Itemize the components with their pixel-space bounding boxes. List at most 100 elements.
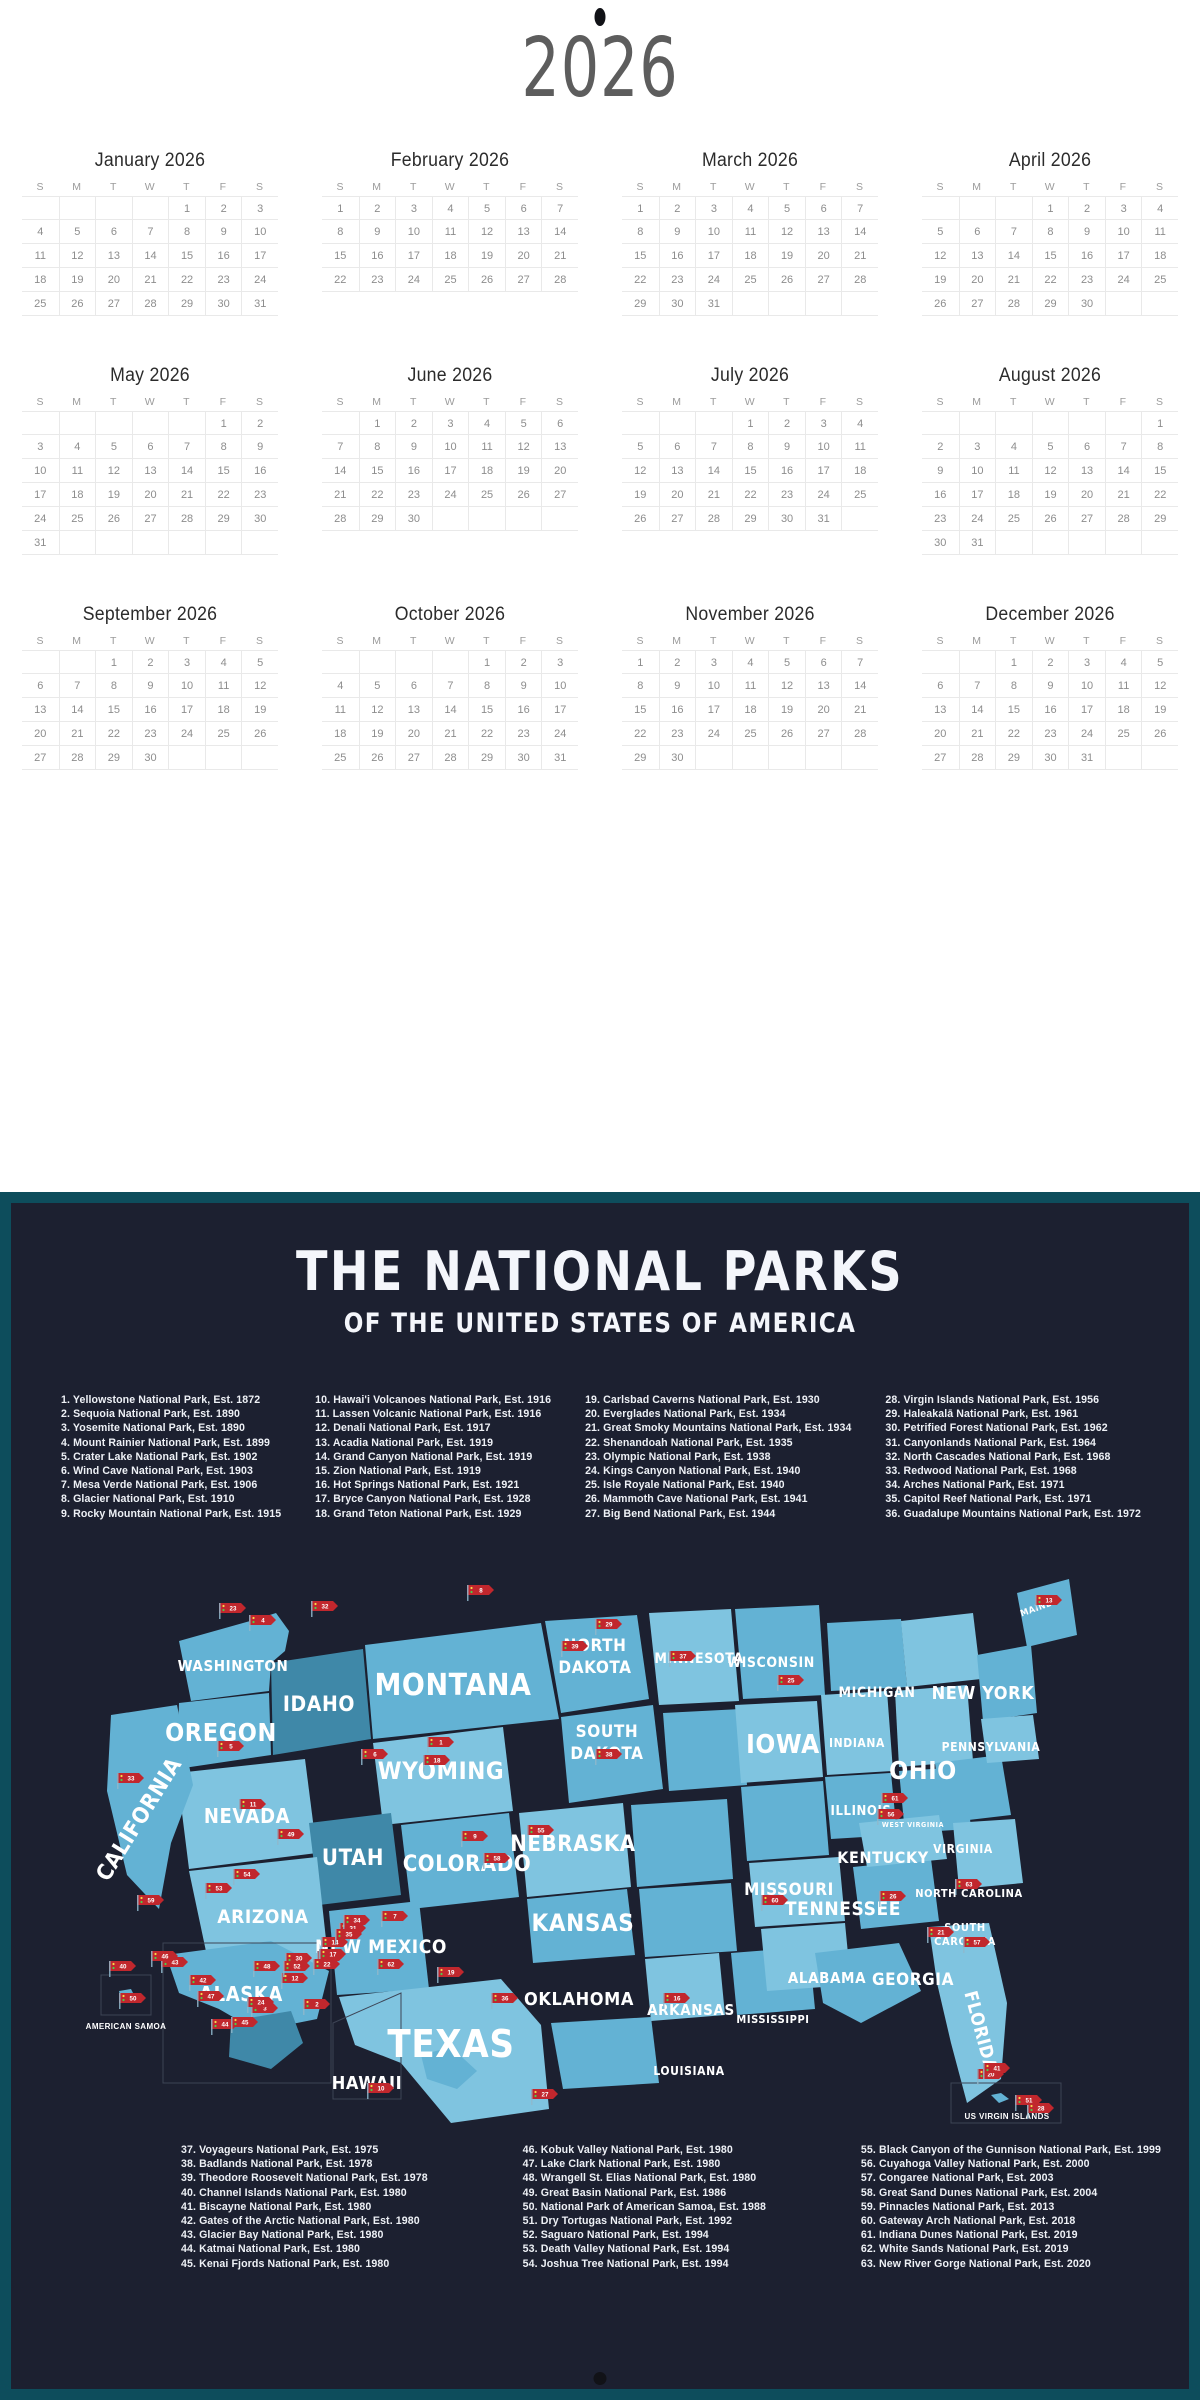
day-cell[interactable]: 27 [658,507,696,531]
day-cell[interactable]: 25 [731,722,769,746]
day-cell[interactable]: 24 [34,513,47,525]
day-cell[interactable]: 30 [204,292,242,316]
day-cell[interactable]: 1 [468,651,505,675]
day-cell[interactable]: 28 [334,513,347,525]
map-pin-marker[interactable]: 33 [116,1772,145,1790]
map-pin-marker[interactable]: 22 [312,1958,341,1976]
day-cell[interactable]: 20 [95,268,132,292]
map-pin-marker[interactable]: 39 [560,1640,589,1658]
day-cell[interactable]: 22 [95,722,132,746]
day-cell[interactable]: 14 [1104,459,1142,483]
map-pin-marker[interactable]: 60 [760,1894,789,1912]
day-cell[interactable]: 28 [995,292,1032,316]
day-cell[interactable]: 16 [131,698,169,722]
map-pin-marker[interactable]: 50 [118,1992,147,2010]
day-cell[interactable]: 16 [504,698,542,722]
day-cell[interactable]: 14 [131,244,169,268]
day-cell[interactable]: 4 [841,412,878,436]
map-pin-marker[interactable]: 4 [248,1614,277,1632]
day-cell[interactable]: 30 [658,746,696,770]
day-cell[interactable]: 22 [204,483,242,507]
day-cell[interactable]: 18 [58,483,96,507]
day-cell[interactable]: 26 [768,722,805,746]
day-cell[interactable]: 9 [504,674,542,698]
day-cell[interactable]: 15 [1141,459,1178,483]
day-cell[interactable]: 15 [358,459,396,483]
day-cell[interactable]: 5 [768,651,805,675]
day-cell[interactable]: 14 [958,698,996,722]
day-cell[interactable]: 7 [541,197,578,221]
day-cell[interactable]: 25 [1104,722,1142,746]
map-pin-marker[interactable]: 6 [360,1748,389,1766]
day-cell[interactable]: 16 [241,459,278,483]
day-cell[interactable]: 23 [1031,722,1069,746]
day-cell[interactable]: 8 [637,226,644,238]
map-pin-marker[interactable]: 13 [1034,1594,1063,1612]
day-cell[interactable]: 4 [995,435,1032,459]
day-cell[interactable]: 3 [241,197,278,221]
map-pin-marker[interactable]: 3 [250,2002,279,2020]
day-cell[interactable]: 19 [1141,698,1178,722]
day-cell[interactable]: 28 [541,268,578,292]
day-cell[interactable]: 27 [541,483,578,507]
map-pin-marker[interactable]: 42 [188,1974,217,1992]
day-cell[interactable]: 11 [995,459,1032,483]
day-cell[interactable]: 18 [431,244,469,268]
day-cell[interactable]: 25 [731,268,769,292]
day-cell[interactable]: 22 [634,728,647,740]
day-cell[interactable]: 20 [804,698,842,722]
day-cell[interactable]: 21 [58,722,96,746]
day-cell[interactable]: 4 [337,680,344,692]
day-cell[interactable]: 20 [504,244,542,268]
day-cell[interactable]: 2 [658,197,696,221]
day-cell[interactable]: 17 [541,698,578,722]
map-pin-marker[interactable]: 12 [280,1972,309,1990]
day-cell[interactable]: 1 [95,651,132,675]
day-cell[interactable]: 1 [168,197,205,221]
day-cell[interactable]: 2 [658,651,696,675]
day-cell[interactable]: 6 [658,435,696,459]
day-cell[interactable]: 11 [204,674,242,698]
day-cell[interactable]: 1 [1031,197,1069,221]
day-cell[interactable]: 9 [658,674,696,698]
day-cell[interactable]: 29 [995,746,1032,770]
day-cell[interactable]: 4 [731,197,769,221]
day-cell[interactable]: 26 [468,268,505,292]
map-pin-marker[interactable]: 28 [1026,2102,1055,2120]
day-cell[interactable]: 24 [958,507,996,531]
day-cell[interactable]: 20 [131,483,169,507]
day-cell[interactable]: 22 [634,274,647,286]
day-cell[interactable]: 15 [168,244,205,268]
day-cell[interactable]: 3 [1068,651,1105,675]
day-cell[interactable]: 10 [695,220,732,244]
day-cell[interactable]: 3 [37,441,44,453]
day-cell[interactable]: 1 [995,651,1032,675]
day-cell[interactable]: 30 [504,746,542,770]
map-pin-marker[interactable]: 32 [310,1600,339,1618]
day-cell[interactable]: 31 [958,531,996,555]
day-cell[interactable]: 23 [204,268,242,292]
day-cell[interactable]: 20 [541,459,578,483]
day-cell[interactable]: 27 [934,752,947,764]
day-cell[interactable]: 12 [241,674,278,698]
day-cell[interactable]: 27 [395,746,432,770]
day-cell[interactable]: 29 [634,752,647,764]
day-cell[interactable]: 7 [841,651,878,675]
day-cell[interactable]: 7 [841,197,878,221]
day-cell[interactable]: 19 [241,698,278,722]
day-cell[interactable]: 22 [468,722,505,746]
day-cell[interactable]: 22 [168,268,205,292]
day-cell[interactable]: 12 [768,674,805,698]
day-cell[interactable]: 16 [1031,698,1069,722]
day-cell[interactable]: 25 [995,507,1032,531]
day-cell[interactable]: 5 [937,226,944,238]
day-cell[interactable]: 12 [95,459,132,483]
map-pin-marker[interactable]: 46 [150,1950,179,1968]
day-cell[interactable]: 11 [334,704,346,716]
day-cell[interactable]: 7 [958,674,996,698]
day-cell[interactable]: 23 [768,483,805,507]
day-cell[interactable]: 13 [804,220,842,244]
day-cell[interactable]: 19 [95,483,132,507]
day-cell[interactable]: 2 [504,651,542,675]
day-cell[interactable]: 3 [804,412,842,436]
